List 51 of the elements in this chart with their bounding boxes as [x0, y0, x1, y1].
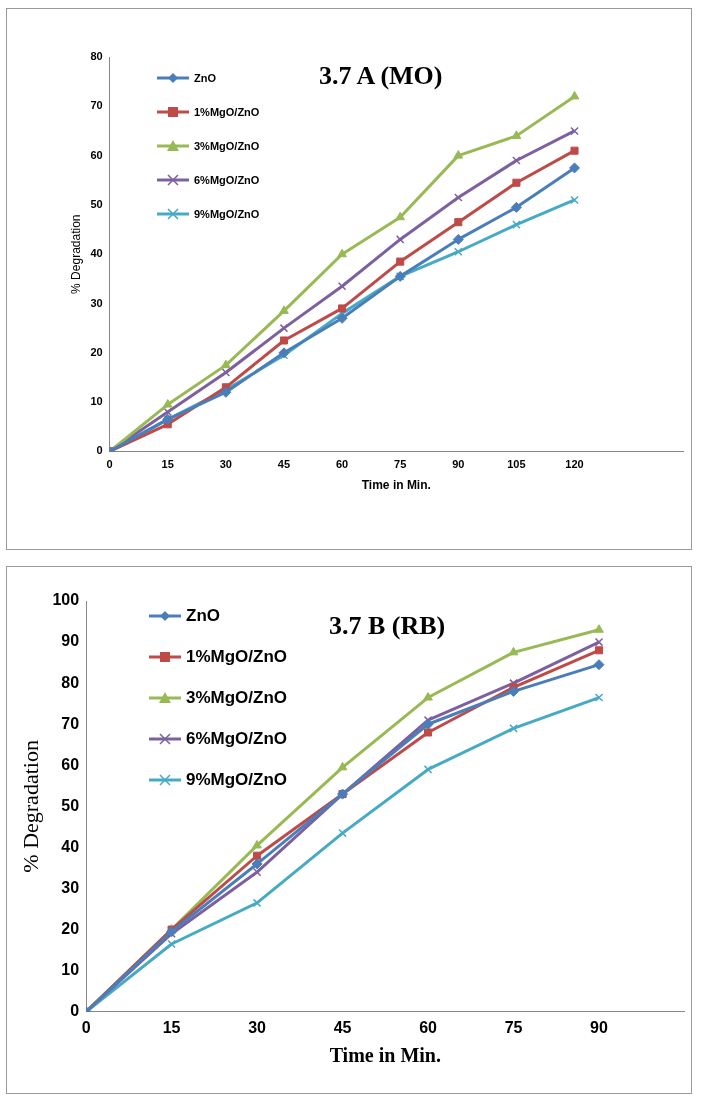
x-tick-label: 75 — [504, 1018, 523, 1036]
y-tick-label: 90 — [61, 632, 80, 650]
x-tick-label: 105 — [507, 458, 526, 471]
y-tick-label: 50 — [61, 796, 80, 814]
x-tick-label: 30 — [248, 1018, 267, 1036]
x-tick-label: 60 — [335, 458, 349, 471]
y-tick-label: 0 — [70, 1002, 80, 1020]
x-tick-label: 75 — [394, 458, 407, 471]
chart-title: 3.7 B (RB) — [329, 611, 446, 641]
legend-label: 9%MgO/ZnO — [186, 769, 288, 790]
x-axis-title: Time in Min. — [361, 478, 431, 493]
legend-label: 3%MgO/ZnO — [186, 687, 288, 708]
legend-label: 6%MgO/ZnO — [186, 728, 288, 749]
y-tick-label: 80 — [90, 50, 103, 63]
y-tick-label: 30 — [61, 878, 80, 896]
chart-title: 3.7 A (MO) — [319, 61, 443, 91]
y-tick-label: 10 — [61, 961, 80, 979]
y-tick-label: 20 — [90, 345, 103, 358]
legend-label: 9%MgO/ZnO — [194, 208, 260, 220]
y-tick-label: 0 — [96, 444, 103, 457]
legend-label: 1%MgO/ZnO — [194, 106, 260, 118]
x-tick-label: 30 — [219, 458, 232, 471]
x-tick-label: 15 — [161, 458, 174, 471]
x-axis-title: Time in Min. — [329, 1044, 441, 1067]
x-tick-label: 45 — [333, 1018, 352, 1036]
y-tick-label: 40 — [61, 837, 80, 855]
x-tick-label: 120 — [565, 458, 584, 471]
y-tick-label: 30 — [90, 296, 103, 309]
legend-label: ZnO — [194, 72, 216, 84]
x-tick-label: 90 — [452, 458, 465, 471]
x-tick-label: 60 — [419, 1018, 438, 1036]
y-tick-label: 80 — [61, 673, 80, 691]
x-tick-label: 45 — [277, 458, 291, 471]
y-tick-label: 40 — [90, 247, 103, 260]
y-tick-label: 20 — [61, 920, 80, 938]
y-tick-label: 70 — [61, 714, 80, 732]
y-tick-label: 60 — [90, 148, 103, 161]
y-tick-label: 70 — [90, 99, 103, 112]
y-axis-title: % Degradation — [17, 740, 43, 873]
y-tick-label: 100 — [52, 591, 80, 609]
legend-label: 6%MgO/ZnO — [194, 174, 260, 186]
y-axis-title: % Degradation — [68, 214, 83, 294]
y-tick-label: 50 — [90, 197, 103, 210]
y-tick-label: 60 — [61, 755, 80, 773]
x-tick-label: 90 — [590, 1018, 609, 1036]
x-tick-label: 0 — [106, 458, 113, 471]
legend-label: ZnO — [186, 605, 220, 626]
legend-label: 1%MgO/ZnO — [186, 646, 288, 667]
y-tick-label: 10 — [90, 395, 103, 408]
x-tick-label: 15 — [162, 1018, 181, 1036]
legend-label: 3%MgO/ZnO — [194, 140, 260, 152]
